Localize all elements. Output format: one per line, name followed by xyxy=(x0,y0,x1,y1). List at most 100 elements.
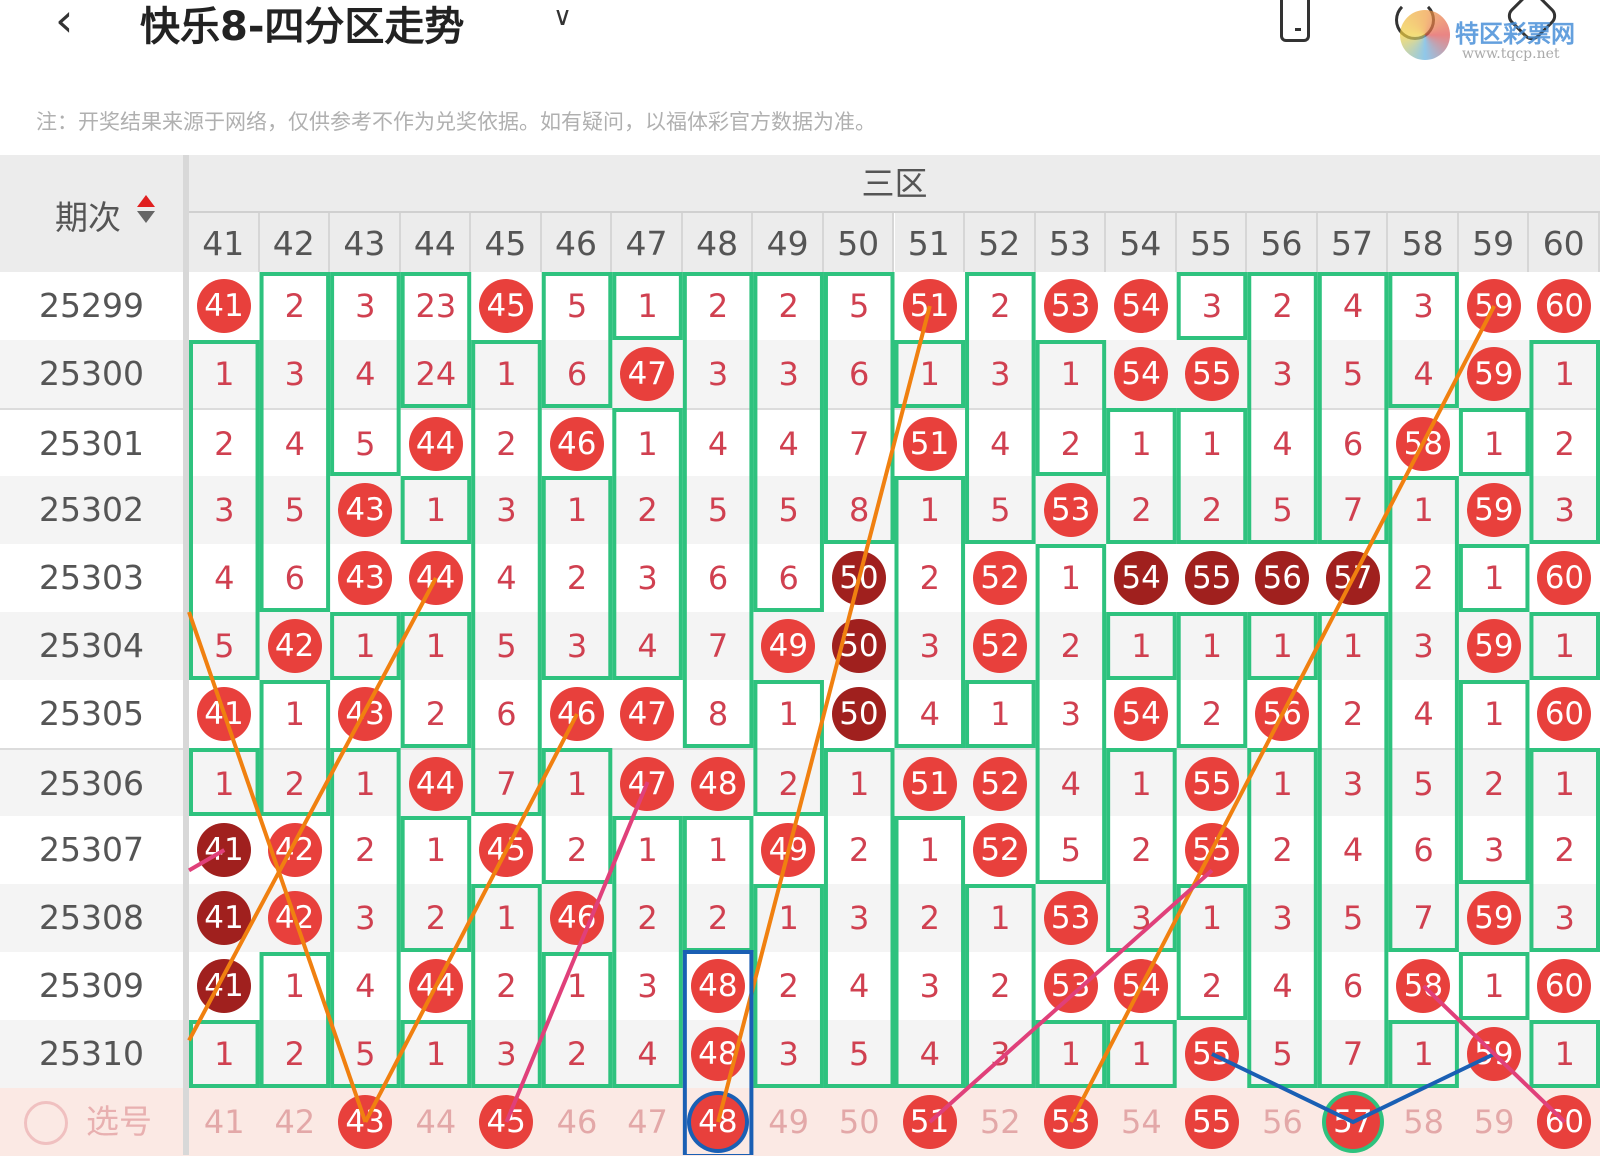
omission-cell: 1 xyxy=(778,899,799,937)
period-number: 25301 xyxy=(39,424,144,463)
hit-cell: 47 xyxy=(612,680,683,748)
hit-cell: 41 xyxy=(189,884,260,952)
table-row: 25299 41 2 3 23 45 5 1 2 2 5 51 2 53 54 3 2 4 3 59 60 xyxy=(0,272,1600,340)
column-header: 56 xyxy=(1247,213,1318,272)
omission-cell: 59 xyxy=(1473,1103,1515,1141)
number-ball[interactable]: 45 xyxy=(479,1095,534,1149)
number-ball: 44 xyxy=(408,551,463,605)
hit-cell: 45 xyxy=(471,272,542,340)
omission-cell: 2 xyxy=(778,287,799,325)
number-ball[interactable]: 57 xyxy=(1325,1095,1380,1149)
omission-cell: 4 xyxy=(1272,967,1293,1005)
number-ball: 44 xyxy=(408,417,463,471)
omission-cell: 1 xyxy=(1554,1035,1575,1073)
omission-cell: 2 xyxy=(919,559,940,597)
page-title[interactable]: 快乐8-四分区走势 xyxy=(140,4,465,50)
number-ball[interactable]: 51 xyxy=(902,1095,957,1149)
hit-cell: 44 xyxy=(401,750,472,818)
omission-cell: 3 xyxy=(1342,765,1364,803)
top-bar: ‹ 快乐8-四分区走势 ∨ 特区彩票网 www.tqcp.net xyxy=(0,0,1600,80)
omission-cell: 5 xyxy=(284,491,305,529)
omission-cell: 5 xyxy=(1342,355,1364,393)
number-ball: 52 xyxy=(973,619,1028,673)
table-row: 25303 4 6 43 44 4 2 3 6 6 50 2 52 1 54 55 56 57 2 1 60 xyxy=(0,544,1600,612)
omission-cell: 5 xyxy=(496,627,517,665)
watermark-name: 特区彩票网 xyxy=(1455,20,1575,48)
phone-layout-icon[interactable] xyxy=(1280,0,1310,42)
omission-cell: 1 xyxy=(1413,1035,1434,1073)
hit-cell: 42 xyxy=(260,884,331,952)
omission-cell: 1 xyxy=(1201,627,1223,665)
column-header: 47 xyxy=(612,213,683,272)
omission-cell: 2 xyxy=(425,695,447,733)
omission-cell: 1 xyxy=(990,899,1011,937)
hit-cell: 60 xyxy=(1529,1088,1600,1156)
omission-cell: 54 xyxy=(1121,1103,1162,1141)
omission-cell: 4 xyxy=(1272,425,1293,463)
omission-cell: 6 xyxy=(707,559,729,597)
omission-cell: 3 xyxy=(1272,355,1293,393)
omission-cell: 1 xyxy=(214,765,235,803)
omission-cell: 5 xyxy=(1272,491,1293,529)
period-number: 25307 xyxy=(39,830,144,869)
hit-cell: 55 xyxy=(1177,1088,1248,1156)
hit-cell: 50 xyxy=(824,612,895,680)
omission-cell: 1 xyxy=(1131,627,1152,665)
number-ball[interactable]: 60 xyxy=(1537,1095,1592,1149)
column-header: 44 xyxy=(400,213,472,272)
disclaimer-note: 注：开奖结果来源于网络，仅供参考不作为兑奖依据。如有疑问，以福体彩官方数据为准。 xyxy=(36,110,876,134)
omission-cell: 6 xyxy=(284,559,305,597)
number-ball[interactable]: 55 xyxy=(1184,1095,1239,1149)
column-header: 58 xyxy=(1388,213,1459,272)
omission-cell: 1 xyxy=(566,967,588,1005)
select-radio[interactable] xyxy=(24,1101,68,1145)
omission-cell: 47 xyxy=(627,1103,668,1141)
hit-cell: 54 xyxy=(1106,272,1177,340)
hit-cell: 52 xyxy=(965,816,1036,884)
chevron-left-icon[interactable]: ‹ xyxy=(55,0,74,47)
period-number: 25300 xyxy=(39,354,144,393)
omission-cell: 4 xyxy=(919,1035,940,1073)
omission-cell: 2 xyxy=(214,425,235,463)
number-ball: 54 xyxy=(1114,551,1169,605)
omission-cell: 1 xyxy=(919,831,940,869)
number-ball: 54 xyxy=(1114,959,1169,1013)
omission-cell: 4 xyxy=(637,1035,658,1073)
number-ball: 45 xyxy=(479,279,534,333)
hit-cell: 58 xyxy=(1388,952,1459,1020)
omission-cell: 1 xyxy=(214,1035,235,1073)
number-ball: 59 xyxy=(1466,619,1521,673)
omission-cell: 6 xyxy=(566,355,588,393)
omission-cell: 5 xyxy=(990,491,1011,529)
number-ball: 53 xyxy=(1043,891,1098,945)
number-ball: 54 xyxy=(1114,347,1169,401)
number-ball: 46 xyxy=(549,687,604,741)
omission-cell: 6 xyxy=(496,695,517,733)
omission-cell: 44 xyxy=(415,1103,457,1141)
omission-cell: 23 xyxy=(415,287,457,325)
omission-cell: 5 xyxy=(355,425,376,463)
number-ball[interactable]: 53 xyxy=(1043,1095,1098,1149)
number-ball[interactable]: 48 xyxy=(690,1095,745,1149)
hit-cell: 59 xyxy=(1459,272,1530,340)
hit-cell: 47 xyxy=(612,750,683,818)
column-header: 49 xyxy=(753,213,824,272)
number-ball: 49 xyxy=(761,823,816,877)
omission-cell: 3 xyxy=(1413,627,1434,665)
number-ball[interactable]: 43 xyxy=(338,1095,393,1149)
period-header[interactable]: 期次 xyxy=(0,155,185,272)
hit-cell: 41 xyxy=(189,272,260,340)
omission-cell: 1 xyxy=(707,831,729,869)
omission-cell: 6 xyxy=(849,355,870,393)
hit-cell: 53 xyxy=(1036,476,1107,544)
chevron-down-icon[interactable]: ∨ xyxy=(553,2,573,32)
number-ball: 60 xyxy=(1537,959,1592,1013)
omission-cell: 5 xyxy=(355,1035,376,1073)
number-ball: 59 xyxy=(1466,1027,1521,1081)
period-number: 25299 xyxy=(39,286,144,325)
omission-cell: 58 xyxy=(1403,1103,1444,1141)
period-number: 25305 xyxy=(39,694,144,733)
omission-cell: 46 xyxy=(556,1103,598,1141)
zone-header: 三区 xyxy=(189,155,1600,213)
omission-cell: 5 xyxy=(849,287,870,325)
